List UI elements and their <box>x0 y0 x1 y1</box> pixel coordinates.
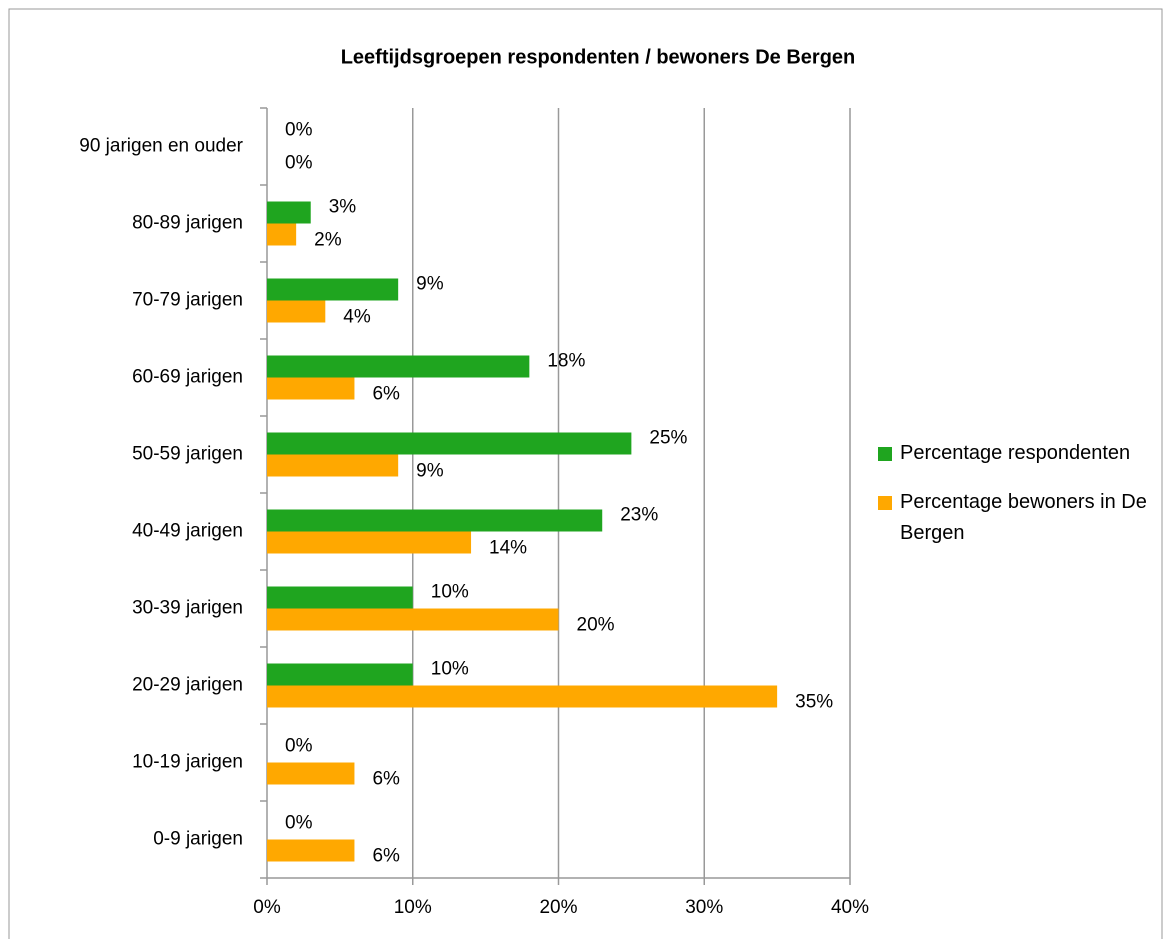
y-tick-label: 70-79 jarigen <box>132 290 243 311</box>
bar <box>267 454 399 477</box>
data-label: 35% <box>795 692 833 713</box>
bar <box>267 762 355 785</box>
data-label: 10% <box>431 582 469 603</box>
data-label: 20% <box>577 615 615 636</box>
data-label: 6% <box>372 769 400 790</box>
legend-item: Percentage bewoners in De Bergen <box>878 487 1158 549</box>
data-label: 14% <box>489 538 527 559</box>
data-label: 9% <box>416 461 444 482</box>
bar <box>267 432 632 455</box>
bar <box>267 278 399 301</box>
bar <box>267 663 413 686</box>
y-tick-label: 0-9 jarigen <box>153 829 243 850</box>
data-label: 0% <box>285 736 313 757</box>
bar <box>267 509 603 532</box>
data-label: 6% <box>372 846 400 867</box>
bar <box>267 300 326 323</box>
legend-label: Percentage respondenten <box>900 442 1131 464</box>
data-label: 0% <box>285 120 313 141</box>
bar <box>267 377 355 400</box>
y-tick-label: 20-29 jarigen <box>132 675 243 696</box>
bar <box>267 355 530 378</box>
bar <box>267 839 355 862</box>
data-label: 0% <box>285 813 313 834</box>
chart-border <box>8 8 1163 939</box>
bar <box>267 531 472 554</box>
legend-swatch <box>878 496 892 510</box>
data-label: 23% <box>620 505 658 526</box>
y-tick-label: 90 jarigen en ouder <box>79 136 243 157</box>
data-label: 2% <box>314 230 342 251</box>
legend-item: Percentage respondenten <box>878 438 1158 469</box>
x-tick-label: 30% <box>685 897 723 918</box>
bar <box>267 685 778 708</box>
x-tick-label: 20% <box>539 897 577 918</box>
legend: Percentage respondenten Percentage bewone… <box>878 438 1158 567</box>
y-tick-label: 30-39 jarigen <box>132 598 243 619</box>
chart-title: Leeftijdsgroepen respondenten / bewoners… <box>341 46 856 68</box>
bar <box>267 201 311 224</box>
data-label: 6% <box>372 384 400 405</box>
data-label: 4% <box>343 307 371 328</box>
y-tick-label: 10-19 jarigen <box>132 752 243 773</box>
y-tick-label: 40-49 jarigen <box>132 521 243 542</box>
x-tick-label: 40% <box>831 897 869 918</box>
x-tick-label: 0% <box>253 897 281 918</box>
bar <box>267 586 413 609</box>
data-label: 0% <box>285 153 313 174</box>
legend-label: Percentage bewoners in De Bergen <box>900 491 1147 544</box>
x-tick-label: 10% <box>394 897 432 918</box>
data-label: 25% <box>649 428 687 449</box>
y-tick-label: 60-69 jarigen <box>132 367 243 388</box>
data-label: 10% <box>431 659 469 680</box>
bar <box>267 223 297 246</box>
data-label: 9% <box>416 274 444 295</box>
data-label: 18% <box>547 351 585 372</box>
bar <box>267 608 559 631</box>
data-label: 3% <box>329 197 357 218</box>
y-tick-label: 80-89 jarigen <box>132 213 243 234</box>
legend-swatch <box>878 447 892 461</box>
y-tick-label: 50-59 jarigen <box>132 444 243 465</box>
